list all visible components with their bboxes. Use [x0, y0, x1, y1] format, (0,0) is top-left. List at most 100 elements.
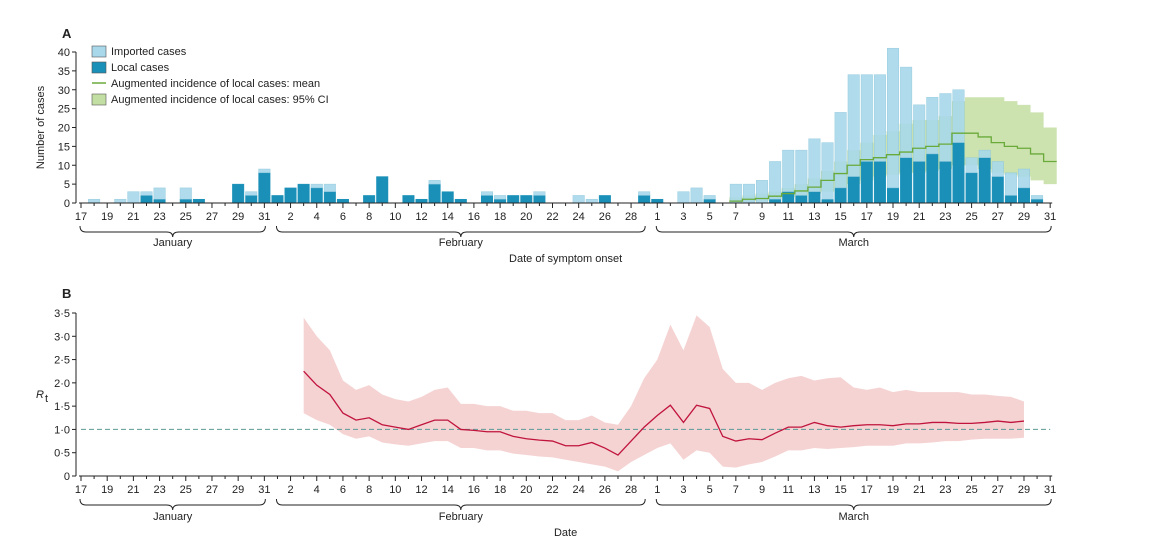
x-tick-label: 19: [101, 211, 113, 223]
x-tick-label: 4: [314, 484, 320, 496]
x-tick-label: 2: [287, 484, 293, 496]
y-tick-label: 2·5: [54, 355, 70, 367]
local-case-bar: [363, 195, 376, 204]
month-label: January: [153, 237, 193, 249]
month-brace: [655, 498, 1052, 511]
imported-case-bar: [428, 180, 441, 185]
x-tick-label: 8: [366, 484, 372, 496]
legend-label: Local cases: [111, 62, 170, 74]
imported-case-bar: [952, 89, 965, 143]
y-tick-label: 3·0: [54, 331, 70, 343]
imported-case-bar: [1031, 195, 1044, 200]
month-brace: [79, 225, 266, 238]
local-case-bar: [887, 187, 900, 204]
local-case-bar: [808, 191, 821, 204]
x-tick-label: 27: [206, 211, 218, 223]
imported-case-bar: [939, 93, 952, 162]
y-tick-label: 25: [58, 104, 70, 116]
local-case-bar: [860, 161, 873, 204]
x-tick-label: 5: [707, 211, 713, 223]
x-tick-label: 20: [520, 211, 532, 223]
y-tick-label: 0·5: [54, 448, 70, 460]
imported-case-bar: [677, 191, 690, 204]
imported-case-bar: [742, 183, 755, 204]
local-case-bar: [245, 195, 258, 204]
x-tick-label: 10: [389, 484, 401, 496]
legend-label: Augmented incidence of local cases: 95% …: [111, 94, 329, 106]
x-tick-label: 22: [546, 211, 558, 223]
x-tick-label: 13: [808, 211, 820, 223]
x-tick-label: 10: [389, 211, 401, 223]
local-case-bar: [454, 198, 467, 204]
legend-swatch-ci: [91, 93, 107, 106]
local-case-bar: [651, 198, 664, 204]
x-tick-label: 29: [1018, 484, 1030, 496]
x-tick-label: 6: [340, 211, 346, 223]
y-axis-title: Number of cases: [35, 85, 47, 169]
local-case-bar: [441, 191, 454, 204]
month-brace: [79, 498, 266, 511]
month-label: January: [153, 511, 193, 523]
local-case-bar: [926, 153, 939, 204]
local-case-bar: [153, 198, 166, 204]
y-tick-label: 30: [58, 85, 70, 97]
x-tick-label: 12: [415, 211, 427, 223]
x-tick-label: 21: [913, 484, 925, 496]
local-case-bar: [481, 195, 494, 204]
imported-case-bar: [179, 187, 192, 200]
y-tick-label: 35: [58, 66, 70, 78]
local-case-bar: [232, 183, 245, 204]
x-tick-label: 31: [1044, 484, 1056, 496]
credible-interval-band: [303, 315, 1024, 472]
local-case-bar: [402, 195, 415, 204]
panel-b-label: B: [62, 286, 71, 301]
x-tick-label: 21: [127, 211, 139, 223]
x-tick-label: 11: [783, 484, 794, 496]
x-tick-label: 31: [258, 211, 270, 223]
local-case-bar: [297, 183, 310, 204]
x-tick-label: 25: [965, 484, 977, 496]
imported-case-bar: [847, 74, 860, 177]
imported-case-bar: [258, 168, 271, 174]
local-case-bar: [873, 161, 886, 204]
imported-case-bar: [756, 180, 769, 204]
imported-case-bar: [991, 161, 1004, 177]
x-tick-label: 31: [1044, 211, 1056, 223]
y-tick-label: 1·0: [54, 424, 70, 436]
x-tick-label: 1: [654, 211, 660, 223]
local-case-bar: [991, 176, 1004, 204]
imported-case-bar: [140, 191, 153, 196]
local-case-bar: [1017, 187, 1030, 204]
local-case-bar: [847, 176, 860, 204]
imported-case-bar: [978, 149, 991, 158]
local-case-bar: [978, 157, 991, 204]
imported-case-bar: [926, 97, 939, 155]
x-tick-label: 13: [808, 484, 820, 496]
imported-case-bar: [887, 47, 900, 189]
month-label: February: [439, 511, 484, 523]
imported-case-bar: [873, 74, 886, 162]
imported-case-bar: [965, 157, 978, 174]
y-tick-label: 1·5: [54, 401, 70, 413]
y-axis-title-subscript: t: [45, 393, 48, 405]
x-tick-label: 7: [733, 211, 739, 223]
imported-case-bar: [690, 187, 703, 204]
x-tick-label: 23: [939, 211, 951, 223]
month-brace: [275, 225, 646, 238]
imported-case-bar: [900, 66, 913, 158]
x-tick-label: 26: [599, 211, 611, 223]
y-tick-label: 10: [58, 160, 70, 172]
x-tick-label: 19: [887, 211, 899, 223]
x-tick-label: 7: [733, 484, 739, 496]
x-tick-label: 2: [287, 211, 293, 223]
local-case-bar: [507, 195, 520, 204]
local-case-bar: [428, 183, 441, 204]
x-tick-label: 17: [75, 211, 87, 223]
x-tick-label: 19: [887, 484, 899, 496]
x-tick-label: 9: [759, 484, 765, 496]
month-brace: [275, 498, 646, 511]
x-tick-label: 24: [573, 484, 585, 496]
x-tick-label: 28: [625, 484, 637, 496]
x-tick-label: 5: [707, 484, 713, 496]
